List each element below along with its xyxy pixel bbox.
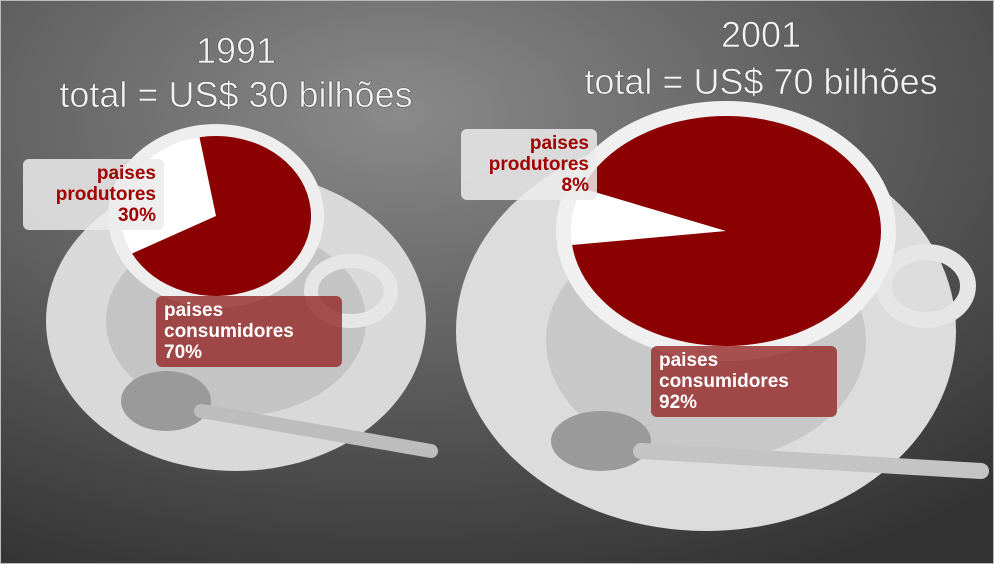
chart-title: 2001 <box>721 14 801 55</box>
chart-subtitle: total = US$ 30 bilhões <box>59 74 412 115</box>
value-label: 92% <box>659 392 698 413</box>
pie-slice <box>132 136 311 296</box>
value-label: 30% <box>117 205 156 226</box>
slice-label: paises consumidores 70% <box>156 296 342 367</box>
chart-title: 1991 <box>196 30 276 71</box>
chart-subtitle: total = US$ 70 bilhões <box>584 61 937 102</box>
category-label: paises consumidores <box>164 300 294 342</box>
pie-slice <box>572 116 881 347</box>
category-label: paises produtores <box>55 163 156 205</box>
slice-label: paises consumidores 92% <box>651 346 837 417</box>
value-label: 70% <box>164 342 203 363</box>
pie-slice <box>571 188 726 246</box>
category-label: paises consumidores <box>659 350 789 392</box>
category-label: paises produtores <box>488 133 589 175</box>
slice-label: paises produtores 30% <box>23 159 164 230</box>
value-label: 8% <box>561 175 589 196</box>
slice-label: paises produtores 8% <box>461 129 597 200</box>
